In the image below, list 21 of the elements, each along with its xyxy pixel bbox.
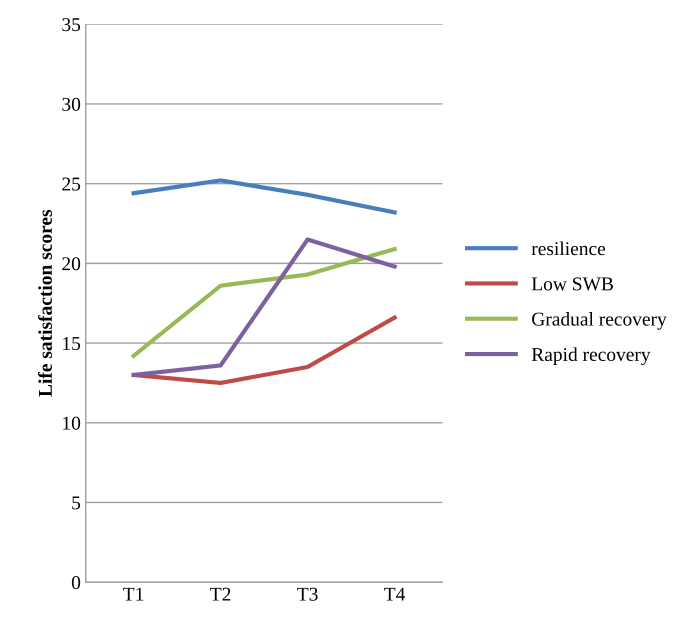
x-tick-label: T3	[297, 588, 318, 601]
legend-label: resilience	[532, 242, 606, 256]
y-tick-label: 35	[62, 18, 80, 32]
legend-label: Gradual recovery	[532, 312, 667, 330]
line-series	[132, 178, 397, 214]
y-tick-label: 30	[62, 98, 80, 111]
y-tick-label: 0	[72, 576, 80, 590]
x-tick-label: T4	[384, 588, 406, 601]
y-tick-label: 20	[62, 257, 80, 270]
y-tick-label: 25	[62, 178, 80, 191]
x-tick-label: T1	[123, 588, 144, 601]
x-tick-label: T2	[210, 588, 230, 601]
y-tick-label: 5	[72, 496, 80, 510]
legend-label: Rapid recovery	[532, 347, 651, 366]
y-axis-title: Life satisfaction scores	[38, 210, 52, 397]
line-series	[132, 315, 397, 386]
legend-label: Low SWB	[532, 277, 613, 291]
line-series	[132, 237, 397, 378]
line-series	[132, 246, 397, 358]
y-tick-label: 15	[63, 336, 80, 350]
y-tick-label: 10	[63, 416, 80, 430]
